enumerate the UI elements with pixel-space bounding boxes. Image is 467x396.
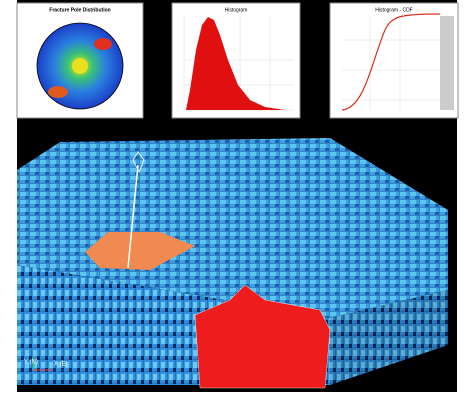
axis-label: X (E) <box>54 362 68 368</box>
page: Fracture Pole Distribution Histogram His… <box>0 0 467 396</box>
panel <box>330 3 458 118</box>
scrollbar <box>440 16 454 110</box>
pole-cluster <box>72 58 88 74</box>
axis-label: Y (N) <box>24 360 38 366</box>
pole-cluster <box>48 86 68 98</box>
panel-title: Histogram - CDF <box>375 7 413 13</box>
panel-title: Histogram <box>225 7 248 13</box>
pole-cluster <box>94 38 112 50</box>
panel-title: Fracture Pole Distribution <box>49 7 110 13</box>
screenshot: Fracture Pole Distribution Histogram His… <box>0 0 467 396</box>
